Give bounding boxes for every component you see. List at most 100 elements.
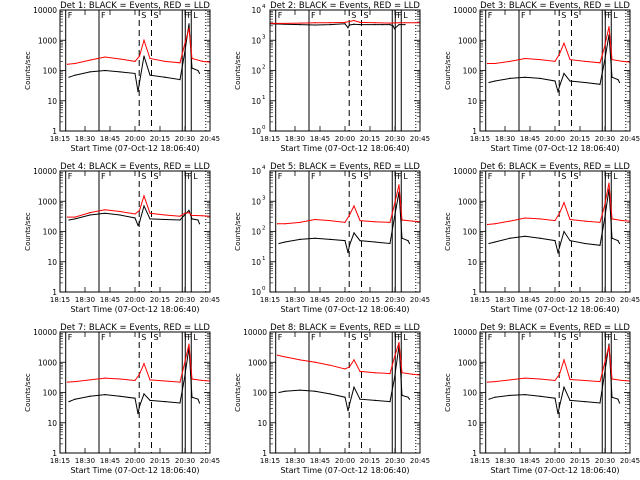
x-tick-label: 20:30 xyxy=(595,135,615,143)
y-tick-label: 1 xyxy=(52,127,57,136)
x-tick-label: 18:30 xyxy=(495,296,515,304)
lld-data-point xyxy=(353,19,355,22)
lld-data-point xyxy=(134,213,136,215)
lld-data-point xyxy=(558,212,561,214)
x-tick-label: 18:45 xyxy=(100,135,120,143)
lld-data-point xyxy=(389,22,391,24)
panel-title: Det 2: BLACK = Events, RED = LLD xyxy=(270,1,420,11)
x-tick-label: 20:15 xyxy=(570,457,590,465)
marker-label: S xyxy=(561,11,566,20)
lld-data-point xyxy=(359,21,361,23)
detector-panel-3: Det 3: BLACK = Events, RED = LLD 1 10 100 10… xyxy=(444,1,640,153)
x-tick-label: 18:15 xyxy=(470,135,490,143)
lld-data-point xyxy=(143,363,145,365)
marker-label: F xyxy=(101,11,106,20)
events-data-point xyxy=(143,393,145,395)
y-tick-label: 1 xyxy=(472,288,477,297)
x-tick-label: 18:30 xyxy=(75,296,95,304)
marker-label: F xyxy=(184,172,189,181)
lld-data-point xyxy=(104,209,106,211)
panel-title: Det 1: BLACK = Events, RED = LLD xyxy=(60,1,210,11)
events-data-point xyxy=(509,77,511,79)
lld-data-point xyxy=(74,380,76,383)
y-tick-label-exponent: 3 xyxy=(262,195,266,201)
events-data-point xyxy=(617,398,619,400)
lld-data-point xyxy=(599,380,601,383)
x-axis-label: Start Time (07-Oct-12 18:06:40) xyxy=(280,305,409,314)
events-data-point xyxy=(509,394,511,397)
events-data-point xyxy=(599,83,601,85)
lld-data-point xyxy=(66,216,69,218)
lld-data-point xyxy=(389,221,391,223)
lld-data-point xyxy=(558,373,561,375)
lld-data-point xyxy=(314,22,316,24)
y-tick-label: 10 xyxy=(251,6,261,15)
marker-label: S xyxy=(364,172,369,181)
lld-data-point xyxy=(608,182,610,184)
x-tick-label: 20:00 xyxy=(125,457,145,465)
marker-label: F xyxy=(604,333,609,342)
lld-data-point xyxy=(284,22,286,25)
events-data-point xyxy=(344,396,346,398)
y-tick-label: 1 xyxy=(52,449,57,458)
events-data-point xyxy=(278,242,280,245)
x-tick-label: 20:00 xyxy=(125,296,145,304)
events-data-point xyxy=(569,80,571,82)
x-tick-label: 20:30 xyxy=(175,296,195,304)
y-tick-label: 10000 xyxy=(453,167,477,176)
x-axis-label: Start Time (07-Oct-12 18:06:40) xyxy=(70,305,199,314)
y-tick-label: 10000 xyxy=(33,328,57,337)
events-data-point xyxy=(119,395,121,397)
marker-label: F xyxy=(101,172,106,181)
plot-frame xyxy=(269,9,421,132)
lld-data-point xyxy=(188,27,190,29)
y-tick-label: 100 xyxy=(463,67,478,76)
y-tick-label: 1000 xyxy=(38,197,57,206)
events-data-point xyxy=(138,221,141,223)
events-data-point xyxy=(299,389,301,391)
lld-data-point xyxy=(389,373,391,375)
events-data-point xyxy=(494,241,496,243)
lld-series-line xyxy=(277,184,421,225)
y-tick-label: 1000 xyxy=(458,197,477,206)
y-tick-label: 10 xyxy=(251,127,261,136)
marker-label: F xyxy=(311,11,316,20)
lld-data-point xyxy=(314,218,316,221)
events-data-point xyxy=(348,244,351,246)
x-tick-label: 20:30 xyxy=(385,135,405,143)
lld-data-point xyxy=(179,381,181,383)
events-data-point xyxy=(584,242,586,245)
events-data-point xyxy=(198,223,201,225)
marker-label: L xyxy=(613,333,618,342)
marker-label: L xyxy=(193,172,198,181)
events-data-point xyxy=(179,402,181,404)
events-data-point xyxy=(599,244,601,246)
lld-data-point xyxy=(539,58,541,61)
x-tick-label: 20:15 xyxy=(150,135,170,143)
marker-label: F xyxy=(187,11,192,20)
lld-data-point xyxy=(359,370,361,372)
events-series-line xyxy=(278,345,410,411)
y-tick-label-exponent: 3 xyxy=(262,34,266,40)
y-axis-label: Counts/sec xyxy=(234,51,242,90)
x-tick-label: 18:15 xyxy=(50,135,70,143)
y-tick-label: 10 xyxy=(251,228,261,237)
lld-data-point xyxy=(509,220,511,222)
x-tick-label: 18:15 xyxy=(50,296,70,304)
x-tick-label: 18:30 xyxy=(285,296,305,304)
events-data-point xyxy=(353,386,355,388)
x-tick-label: 18:30 xyxy=(75,457,95,465)
marker-label: F xyxy=(394,11,399,20)
marker-label: F xyxy=(278,172,283,181)
events-data-point xyxy=(197,398,199,400)
x-tick-label: 18:30 xyxy=(285,457,305,465)
events-data-point xyxy=(188,209,190,211)
events-data-point xyxy=(198,402,201,404)
lld-data-point xyxy=(183,212,186,214)
lld-data-point xyxy=(89,59,91,61)
y-tick-label: 100 xyxy=(463,228,478,237)
lld-data-point xyxy=(74,62,76,65)
lld-data-point xyxy=(191,214,193,217)
x-axis-label: Start Time (07-Oct-12 18:06:40) xyxy=(280,466,409,475)
